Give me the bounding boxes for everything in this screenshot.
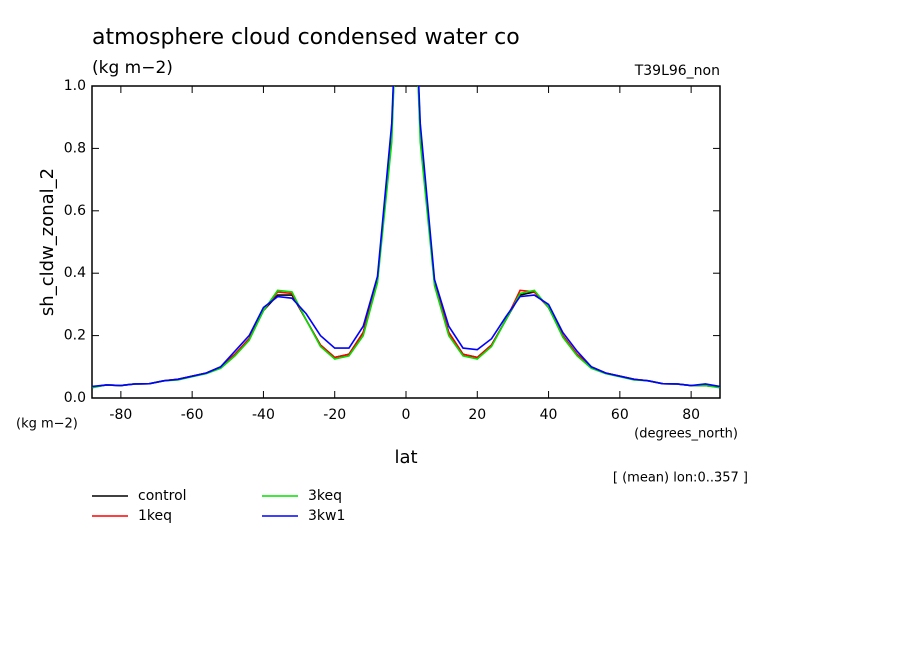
y-tick-label: 0.2 (64, 328, 86, 344)
series-line (92, 86, 720, 388)
x-tick-label: -60 (181, 407, 204, 423)
x-tick-label: 0 (402, 407, 411, 423)
chart-title: atmosphere cloud condensed water co (92, 25, 520, 50)
run-label: T39L96_non (634, 63, 720, 79)
x-tick-label: -20 (323, 407, 346, 423)
x-tick-label: 60 (611, 407, 629, 423)
y-tick-label: 1.0 (64, 78, 86, 94)
x-tick-label: -80 (109, 407, 132, 423)
chart-subtitle: (kg m−2) (92, 58, 173, 78)
x-tick-label: 40 (540, 407, 558, 423)
x-tick-label: -40 (252, 407, 275, 423)
series-line (92, 86, 720, 388)
plot-area (92, 86, 720, 389)
y-unit: (kg m−2) (16, 417, 78, 432)
plot-frame (91, 85, 721, 399)
x-tick-label: 80 (682, 407, 700, 423)
x-axis-label: lat (394, 447, 417, 468)
y-tick-label: 0.6 (64, 203, 86, 219)
legend-label: 3kw1 (308, 508, 345, 524)
legend-label: 1keq (138, 508, 172, 524)
legend-label: 3keq (308, 488, 342, 504)
series-line (92, 86, 720, 388)
y-tick-label: 0.4 (64, 265, 86, 281)
y-axis-label: sh_cldw_zonal_2 (37, 168, 58, 316)
x-tick-label: 20 (468, 407, 486, 423)
note: [ (mean) lon:0..357 ] (613, 471, 748, 486)
series-line (92, 86, 720, 389)
x-unit: (degrees_north) (634, 427, 738, 442)
y-tick-label: 0.0 (64, 390, 86, 406)
y-tick-label: 0.8 (64, 140, 86, 156)
legend-label: control (138, 488, 187, 504)
